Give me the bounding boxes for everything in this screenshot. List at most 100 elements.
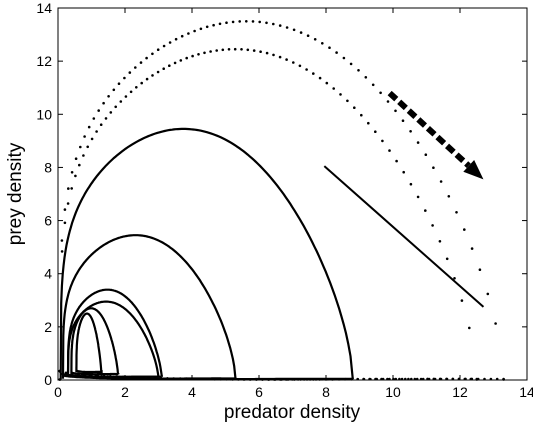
orbit-point xyxy=(306,34,310,37)
orbit-point xyxy=(278,24,282,27)
orbit-point xyxy=(67,187,70,190)
orbit-point xyxy=(151,52,154,56)
orbit-point xyxy=(82,154,85,157)
orbit-point xyxy=(168,41,172,44)
orbit-point xyxy=(66,202,70,205)
orbit-point xyxy=(221,48,225,52)
orbit-point xyxy=(374,130,377,133)
orbit-point xyxy=(371,83,375,87)
orbit-point xyxy=(238,20,241,23)
orbit-point xyxy=(468,326,471,330)
orbit-point xyxy=(245,20,248,23)
orbit-point xyxy=(140,81,143,85)
orbit-point xyxy=(321,42,324,45)
orbit-point xyxy=(74,157,78,160)
orbit-point xyxy=(174,37,178,41)
orbit-point xyxy=(145,77,149,81)
orbit-point xyxy=(272,22,275,26)
orbit-point xyxy=(299,31,303,34)
orbit-point xyxy=(209,50,212,53)
orbit-point xyxy=(134,66,137,69)
orbit-point xyxy=(353,106,356,109)
orbit-point xyxy=(265,51,269,55)
orbit-point xyxy=(94,374,97,378)
orbit-point xyxy=(180,34,184,38)
orbit-point xyxy=(128,375,131,379)
orbit-point xyxy=(162,44,166,48)
orbit-point xyxy=(463,228,466,231)
orbit-point xyxy=(187,32,190,35)
orbit-point xyxy=(339,93,342,96)
orbit-point xyxy=(114,105,117,109)
transient-line xyxy=(323,165,485,308)
orbit-point xyxy=(172,377,176,380)
x-axis-label: predator density xyxy=(224,402,361,423)
orbit-point xyxy=(486,292,490,296)
orbit-point xyxy=(233,47,237,51)
orbit-point xyxy=(212,23,215,27)
orbit-point xyxy=(74,174,77,178)
orbit-point xyxy=(298,64,302,68)
x-tick-label: 8 xyxy=(322,384,330,400)
x-tick-label: 4 xyxy=(188,384,196,400)
orbit-point xyxy=(100,375,103,378)
orbit-point xyxy=(87,125,91,129)
orbit-point xyxy=(130,376,133,379)
orbit-point xyxy=(193,29,196,33)
orbit-point xyxy=(402,170,406,174)
orbit-point xyxy=(102,101,105,105)
orbit-point xyxy=(346,99,349,103)
orbit-point xyxy=(285,26,289,29)
orbit-point xyxy=(109,111,113,114)
orbit-point xyxy=(106,375,109,378)
y-tick-label: 8 xyxy=(44,159,52,175)
y-tick-label: 0 xyxy=(44,372,52,388)
x-tick-label: 10 xyxy=(385,384,401,400)
y-tick-label: 10 xyxy=(36,106,52,122)
orbit-point xyxy=(70,171,74,174)
orbit-point xyxy=(92,117,96,120)
orbit-point xyxy=(445,257,449,261)
orbit-point xyxy=(335,51,338,54)
orbit-point xyxy=(409,182,413,186)
orbit-point xyxy=(63,208,67,211)
orbit-point xyxy=(90,137,94,141)
orbit-point xyxy=(118,375,121,379)
orbit-point xyxy=(349,62,353,66)
orbit-point xyxy=(246,48,250,52)
orbit-point xyxy=(313,38,317,41)
orbit-point xyxy=(178,377,182,380)
orbit-point xyxy=(112,88,116,92)
orbit-point xyxy=(494,322,497,325)
orbit-point xyxy=(185,56,188,60)
orbit-point xyxy=(394,109,397,113)
plot-frame xyxy=(57,7,528,381)
orbit-point xyxy=(416,141,420,144)
orbit-point xyxy=(432,166,435,169)
orbit-point xyxy=(159,376,163,380)
orbit-point xyxy=(128,71,132,74)
orbit-point xyxy=(109,375,112,378)
y-tick-label: 6 xyxy=(44,213,52,229)
orbit-point xyxy=(71,372,74,375)
orbit-point xyxy=(218,22,222,26)
orbit-point xyxy=(215,49,218,52)
orbit-point xyxy=(173,61,177,65)
arrow-shaft xyxy=(387,90,471,169)
orbit-point xyxy=(438,240,442,243)
orbit-point xyxy=(205,25,209,29)
orbit-point xyxy=(134,376,138,379)
arrow-head xyxy=(463,159,484,180)
orbit-point xyxy=(424,153,428,156)
orbit-point xyxy=(78,163,81,167)
orbit-point xyxy=(185,377,188,381)
orbit-point xyxy=(439,180,443,183)
y-tick-label: 4 xyxy=(44,266,52,282)
orbit-point xyxy=(166,377,169,380)
orbit-point xyxy=(386,100,390,103)
orbit-point xyxy=(305,68,308,71)
orbit-point xyxy=(225,21,228,25)
orbit-point xyxy=(86,145,89,149)
orbit-point xyxy=(58,369,61,373)
orbit-point xyxy=(395,159,398,163)
